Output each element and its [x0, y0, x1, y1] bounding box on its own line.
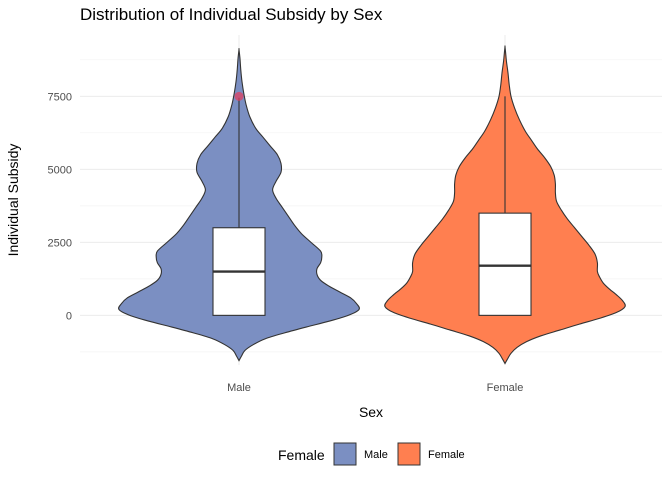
- violins-layer: [118, 45, 626, 365]
- y-tick-label: 7500: [48, 91, 72, 103]
- legend-key-male: [333, 442, 357, 466]
- legend-key-female: [397, 442, 421, 466]
- legend-label-male: Male: [364, 449, 388, 461]
- y-axis-title: Individual Subsidy: [5, 144, 21, 257]
- x-tick-label: Female: [487, 382, 524, 394]
- y-tick-label: 0: [66, 310, 72, 322]
- y-tick-label: 2500: [48, 237, 72, 249]
- x-axis-title: Sex: [359, 404, 383, 420]
- legend-label-female: Female: [428, 449, 465, 461]
- y-tick-label: 5000: [48, 164, 72, 176]
- box-female: [478, 212, 532, 316]
- chart-title: Distribution of Individual Subsidy by Se…: [80, 5, 383, 24]
- x-tick-labels: Male Female: [227, 382, 523, 394]
- x-tick-label: Male: [227, 382, 251, 394]
- y-tick-labels: 0 2500 5000 7500: [48, 91, 72, 322]
- legend-title: Female: [278, 447, 325, 463]
- legend: Female Male Female: [278, 442, 465, 466]
- outlier-point: [234, 91, 244, 101]
